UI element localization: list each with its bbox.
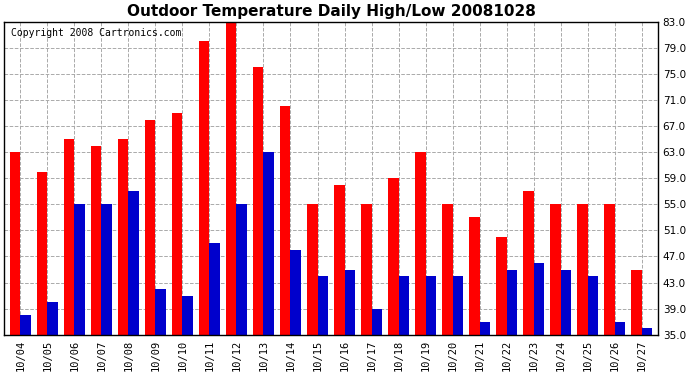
Bar [399, 276, 409, 335]
Bar [453, 276, 464, 335]
Bar [75, 204, 85, 335]
Bar [588, 276, 598, 335]
Bar [533, 263, 544, 335]
Bar [442, 204, 453, 335]
Bar [101, 204, 112, 335]
Bar [48, 302, 58, 335]
Bar [128, 191, 139, 335]
Bar [523, 191, 533, 335]
Bar [172, 113, 182, 335]
Bar [426, 276, 436, 335]
Bar [182, 296, 193, 335]
Bar [279, 106, 290, 335]
Title: Outdoor Temperature Daily High/Low 20081028: Outdoor Temperature Daily High/Low 20081… [126, 4, 535, 19]
Bar [253, 68, 264, 335]
Bar [577, 204, 588, 335]
Bar [371, 309, 382, 335]
Bar [388, 178, 399, 335]
Bar [415, 152, 426, 335]
Bar [145, 120, 155, 335]
Bar [290, 250, 302, 335]
Bar [199, 41, 210, 335]
Bar [480, 322, 491, 335]
Bar [264, 152, 275, 335]
Bar [155, 289, 166, 335]
Bar [550, 204, 560, 335]
Bar [496, 237, 506, 335]
Bar [117, 139, 128, 335]
Bar [642, 328, 653, 335]
Bar [237, 204, 247, 335]
Bar [63, 139, 75, 335]
Bar [90, 146, 101, 335]
Bar [306, 204, 317, 335]
Bar [469, 217, 480, 335]
Bar [210, 243, 220, 335]
Bar [361, 204, 371, 335]
Bar [21, 315, 31, 335]
Bar [604, 204, 615, 335]
Bar [226, 22, 237, 335]
Bar [334, 185, 344, 335]
Text: Copyright 2008 Cartronics.com: Copyright 2008 Cartronics.com [11, 28, 181, 38]
Bar [615, 322, 625, 335]
Bar [317, 276, 328, 335]
Bar [560, 270, 571, 335]
Bar [506, 270, 518, 335]
Bar [631, 270, 642, 335]
Bar [344, 270, 355, 335]
Bar [37, 172, 48, 335]
Bar [10, 152, 21, 335]
